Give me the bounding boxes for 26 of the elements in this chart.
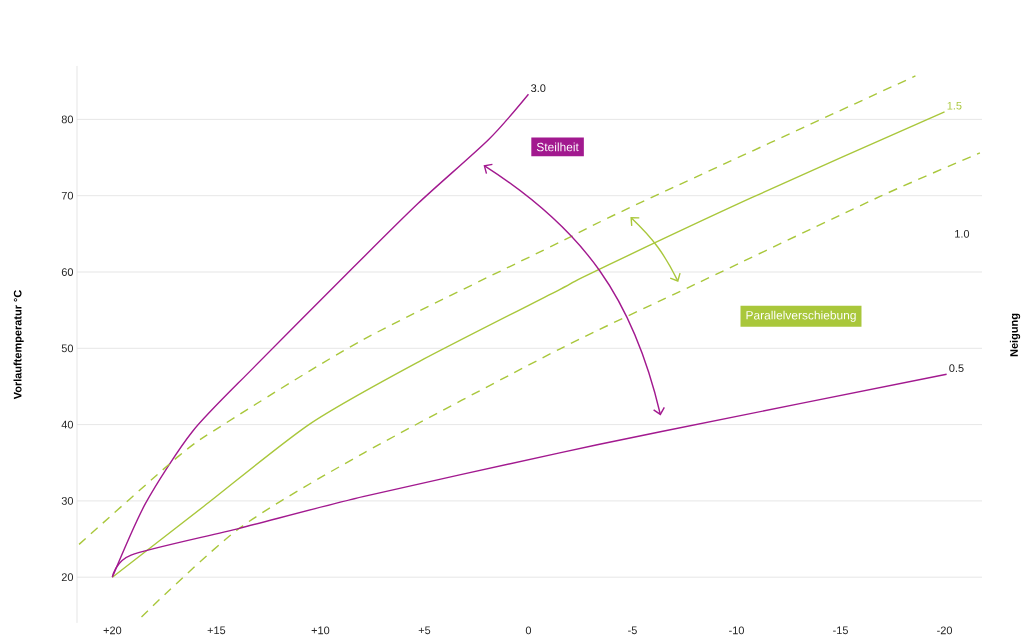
x-tick-label: -15 [833, 626, 848, 635]
y-tick-label: 50 [61, 344, 74, 353]
x-tick-label: -10 [729, 626, 744, 635]
line-series [140, 152, 981, 618]
y-tick-label: 70 [61, 191, 74, 200]
x-tick-label: -20 [937, 626, 953, 635]
x-tick-label: +15 [207, 626, 226, 635]
y2-axis-title: Neigung [1009, 313, 1021, 357]
annotation: 1.0 [955, 229, 970, 238]
annotation: Parallelverschiebung [746, 310, 856, 322]
x-tick-label: 0 [525, 626, 532, 635]
annotation: Steilheit [536, 142, 579, 152]
y-tick-label: 80 [61, 115, 74, 124]
y-tick-label: 30 [61, 497, 74, 505]
y-axis-title: Vorlauftemperatur °C [13, 290, 24, 400]
x-tick-label: +5 [418, 626, 431, 635]
line-series [78, 75, 917, 546]
y-tick-label: 40 [61, 420, 74, 429]
y-tick-label: 60 [61, 268, 74, 276]
series-label: 0.5 [949, 364, 964, 373]
y-tick-label: 20 [61, 573, 74, 582]
series-label: 3.0 [531, 84, 546, 93]
x-tick-label: -5 [628, 626, 637, 635]
series-label: 1.5 [947, 101, 962, 110]
x-tick-label: +10 [311, 626, 330, 635]
x-tick-label: +20 [103, 626, 122, 635]
